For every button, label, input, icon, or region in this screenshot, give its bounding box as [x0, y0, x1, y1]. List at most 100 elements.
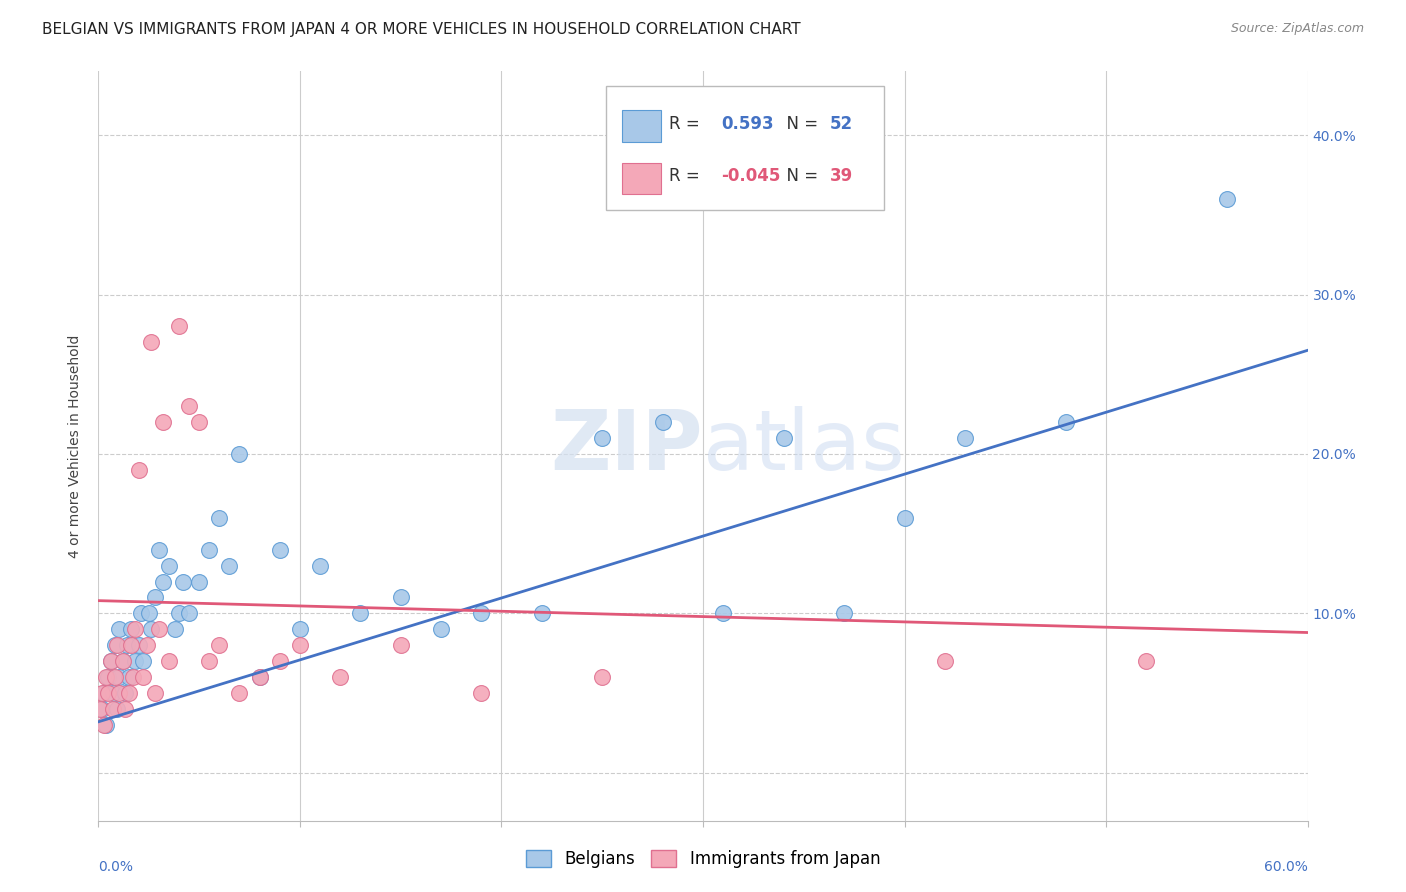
Point [218, 558, 240, 573]
Point [143, 686, 166, 700]
Point [893, 510, 915, 524]
Point [208, 510, 231, 524]
Point [101, 702, 124, 716]
Point [105, 702, 128, 716]
Point [120, 638, 142, 652]
Point [591, 431, 613, 445]
Point [167, 319, 190, 334]
Point [139, 623, 162, 637]
Point [470, 686, 492, 700]
Point [953, 431, 976, 445]
Point [228, 686, 250, 700]
Point [107, 686, 129, 700]
Point [309, 558, 332, 573]
Point [93, 686, 115, 700]
Point [288, 623, 311, 637]
Point [188, 415, 211, 429]
Point [167, 607, 190, 621]
Point [711, 607, 734, 621]
Point [132, 654, 155, 668]
Y-axis label: 4 or more Vehicles in Household: 4 or more Vehicles in Household [69, 334, 83, 558]
Point [249, 670, 271, 684]
Point [934, 654, 956, 668]
Point [188, 574, 211, 589]
Point [148, 623, 170, 637]
Point [172, 574, 194, 589]
Text: 0.0%: 0.0% [98, 861, 134, 874]
Point [103, 670, 125, 684]
Point [91, 686, 114, 700]
Point [389, 638, 412, 652]
Point [157, 558, 180, 573]
FancyBboxPatch shape [621, 162, 661, 194]
Point [96, 718, 118, 732]
Point [143, 591, 166, 605]
Point [124, 623, 146, 637]
Point [163, 623, 186, 637]
Point [349, 607, 371, 621]
Point [93, 718, 115, 732]
Point [111, 654, 134, 668]
Point [132, 670, 155, 684]
Point [157, 654, 180, 668]
Point [530, 607, 553, 621]
Point [96, 670, 118, 684]
Point [91, 702, 114, 716]
Point [135, 638, 157, 652]
Point [128, 638, 150, 652]
Point [269, 654, 291, 668]
Text: ZIP: ZIP [551, 406, 703, 486]
Text: -0.045: -0.045 [721, 168, 780, 186]
Point [249, 670, 271, 684]
Legend: Belgians, Immigrants from Japan: Belgians, Immigrants from Japan [519, 843, 887, 875]
Text: N =: N = [776, 115, 818, 133]
Text: 39: 39 [830, 168, 853, 186]
Point [103, 638, 125, 652]
Text: N =: N = [776, 168, 818, 186]
Text: atlas: atlas [703, 406, 904, 486]
Point [107, 670, 129, 684]
Point [198, 654, 221, 668]
Text: BELGIAN VS IMMIGRANTS FROM JAPAN 4 OR MORE VEHICLES IN HOUSEHOLD CORRELATION CHA: BELGIAN VS IMMIGRANTS FROM JAPAN 4 OR MO… [42, 22, 801, 37]
Point [228, 447, 250, 461]
Point [389, 591, 412, 605]
Point [120, 623, 142, 637]
Point [97, 670, 120, 684]
Point [329, 670, 352, 684]
Point [208, 638, 231, 652]
Point [107, 623, 129, 637]
Point [118, 670, 141, 684]
Point [288, 638, 311, 652]
Point [97, 686, 120, 700]
Point [100, 654, 122, 668]
Point [101, 686, 124, 700]
Text: 0.593: 0.593 [721, 115, 773, 133]
FancyBboxPatch shape [606, 87, 884, 210]
Point [139, 335, 162, 350]
Point [89, 702, 111, 716]
Point [772, 431, 794, 445]
Point [152, 415, 174, 429]
Point [430, 623, 453, 637]
Text: R =: R = [669, 168, 700, 186]
Point [832, 607, 855, 621]
Point [651, 415, 673, 429]
Text: 60.0%: 60.0% [1264, 861, 1308, 874]
Point [470, 607, 492, 621]
Point [115, 638, 138, 652]
Point [269, 542, 291, 557]
Text: 52: 52 [830, 115, 853, 133]
Point [121, 670, 143, 684]
Point [179, 399, 201, 413]
Point [114, 702, 136, 716]
Point [591, 670, 613, 684]
Point [138, 607, 160, 621]
Text: Source: ZipAtlas.com: Source: ZipAtlas.com [1230, 22, 1364, 36]
Point [111, 654, 134, 668]
Text: R =: R = [669, 115, 700, 133]
Point [198, 542, 221, 557]
Point [128, 463, 150, 477]
Point [118, 686, 141, 700]
Point [179, 607, 201, 621]
Point [1054, 415, 1077, 429]
